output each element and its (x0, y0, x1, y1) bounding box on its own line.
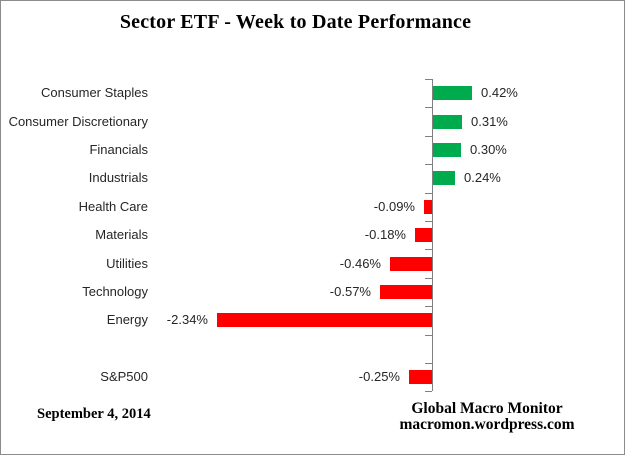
category-label-s-p500: S&P500 (100, 369, 148, 384)
chart-title: Sector ETF - Week to Date Performance (119, 11, 472, 33)
value-label-utilities: -0.46% (339, 256, 381, 271)
value-label-industrials: 0.24% (464, 170, 501, 185)
axis-tick (425, 221, 432, 222)
axis-tick (425, 249, 432, 250)
category-label-financials: Financials (89, 142, 148, 157)
value-label-financials: 0.30% (470, 142, 507, 157)
axis-tick (425, 136, 432, 137)
value-label-consumer-discretionary: 0.31% (471, 114, 508, 129)
footer-credit: Global Macro Monitor macromon.wordpress.… (397, 401, 577, 432)
bar-consumer-staples (433, 86, 472, 100)
bar-energy (217, 313, 432, 327)
value-label-health-care: -0.09% (373, 199, 415, 214)
axis-tick (425, 107, 432, 108)
category-label-utilities: Utilities (106, 256, 148, 271)
bar-technology (380, 285, 432, 299)
axis-tick (425, 278, 432, 279)
value-label-energy: -2.34% (166, 312, 208, 327)
bar-utilities (390, 257, 432, 271)
axis-tick (425, 391, 432, 392)
category-label-consumer-staples: Consumer Staples (41, 85, 148, 100)
category-label-consumer-discretionary: Consumer Discretionary (8, 114, 148, 129)
category-label-energy: Energy (106, 312, 148, 327)
axis-tick (425, 306, 432, 307)
axis-tick (425, 335, 432, 336)
bar-health-care (424, 200, 432, 214)
y-axis-line (432, 79, 433, 392)
category-label-technology: Technology (82, 284, 148, 299)
axis-tick (425, 79, 432, 80)
value-label-technology: -0.57% (329, 284, 371, 299)
footer-credit-url: macromon.wordpress.com (399, 415, 575, 433)
footer-credit-source: Global Macro Monitor (411, 400, 563, 417)
axis-tick (425, 363, 432, 364)
bar-consumer-discretionary (433, 115, 462, 129)
bar-industrials (433, 171, 455, 185)
category-label-health-care: Health Care (78, 199, 148, 214)
category-label-materials: Materials (95, 227, 148, 242)
value-label-consumer-staples: 0.42% (481, 85, 518, 100)
value-label-s-p500: -0.25% (358, 369, 400, 384)
value-label-materials: -0.18% (364, 227, 406, 242)
bar-materials (415, 228, 432, 242)
category-label-industrials: Industrials (88, 170, 148, 185)
axis-tick (425, 164, 432, 165)
bar-s-p500 (409, 370, 432, 384)
axis-tick (425, 193, 432, 194)
bar-financials (433, 143, 461, 157)
footer-date: September 4, 2014 (37, 406, 151, 422)
